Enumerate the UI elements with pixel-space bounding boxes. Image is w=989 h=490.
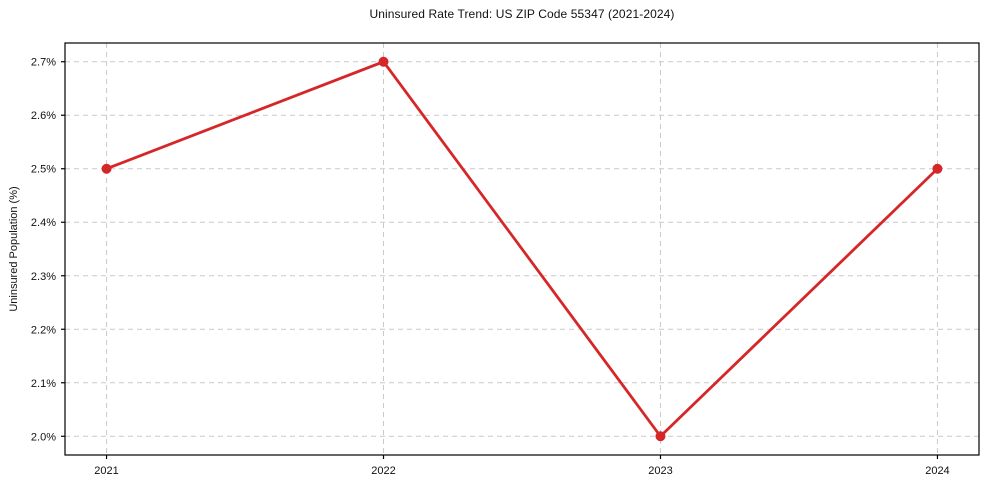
x-tick-label: 2021 [94,465,118,477]
y-tick-label: 2.4% [31,217,56,229]
y-tick-label: 2.1% [31,378,56,390]
data-point-marker [101,163,112,174]
y-tick-label: 2.7% [31,57,56,69]
data-point-marker [932,163,943,174]
y-tick-label: 2.0% [31,431,56,443]
data-point-marker [378,56,389,67]
x-tick-label: 2022 [371,465,395,477]
chart-title: Uninsured Rate Trend: US ZIP Code 55347 … [369,7,675,21]
x-tick-label: 2023 [648,465,672,477]
data-point-marker [655,431,666,442]
y-tick-label: 2.2% [31,324,56,336]
x-tick-label: 2024 [925,465,949,477]
y-tick-label: 2.3% [31,271,56,283]
trend-line [106,60,939,439]
y-tick-label: 2.6% [31,110,56,122]
plot-area-border [64,42,980,456]
y-tick-label: 2.5% [31,164,56,176]
